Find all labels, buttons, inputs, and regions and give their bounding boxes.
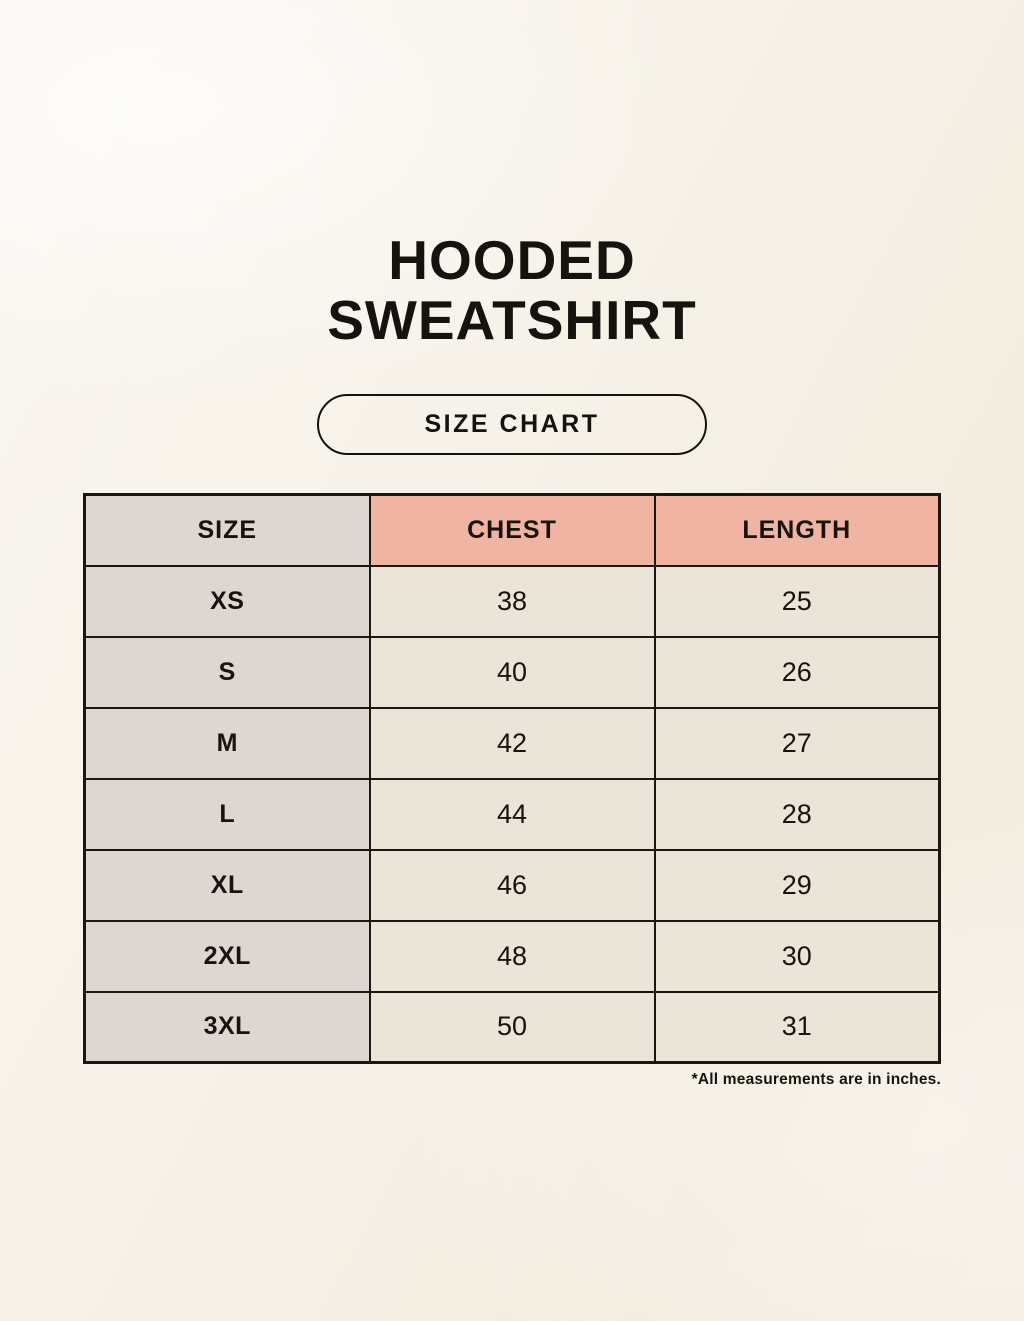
page-title-line1: HOODED [388,229,636,291]
chest-cell: 44 [368,777,656,851]
table-row: S 40 26 [83,635,941,709]
size-cell: XS [83,564,371,638]
chest-cell: 50 [368,990,656,1064]
page-title: HOODED SWEATSHIRT [0,230,1024,350]
size-cell: 2XL [83,919,371,993]
page-title-line2: SWEATSHIRT [327,289,697,351]
table-row: 2XL 48 30 [83,919,941,993]
table-row: XS 38 25 [83,564,941,638]
size-cell: 3XL [83,990,371,1064]
chest-cell: 38 [368,564,656,638]
chest-cell: 40 [368,635,656,709]
column-header-length: LENGTH [653,493,941,567]
size-chart-pill-label: SIZE CHART [424,410,600,438]
table-row: 3XL 50 31 [83,990,941,1064]
length-cell: 25 [653,564,941,638]
table-row: XL 46 29 [83,848,941,922]
column-header-chest: CHEST [368,493,656,567]
size-cell: XL [83,848,371,922]
chest-cell: 46 [368,848,656,922]
chest-cell: 48 [368,919,656,993]
length-cell: 29 [653,848,941,922]
size-cell: M [83,706,371,780]
length-cell: 27 [653,706,941,780]
size-cell: L [83,777,371,851]
length-cell: 31 [653,990,941,1064]
length-cell: 28 [653,777,941,851]
size-chart-table: SIZE CHEST LENGTH XS 38 25 S 40 26 M 42 … [83,493,941,1064]
column-header-size: SIZE [83,493,371,567]
length-cell: 30 [653,919,941,993]
chest-cell: 42 [368,706,656,780]
length-cell: 26 [653,635,941,709]
size-cell: S [83,635,371,709]
table-header-row: SIZE CHEST LENGTH [83,493,941,567]
table-row: M 42 27 [83,706,941,780]
size-chart-pill: SIZE CHART [317,394,707,455]
measurements-footnote: *All measurements are in inches. [691,1071,941,1088]
table-row: L 44 28 [83,777,941,851]
